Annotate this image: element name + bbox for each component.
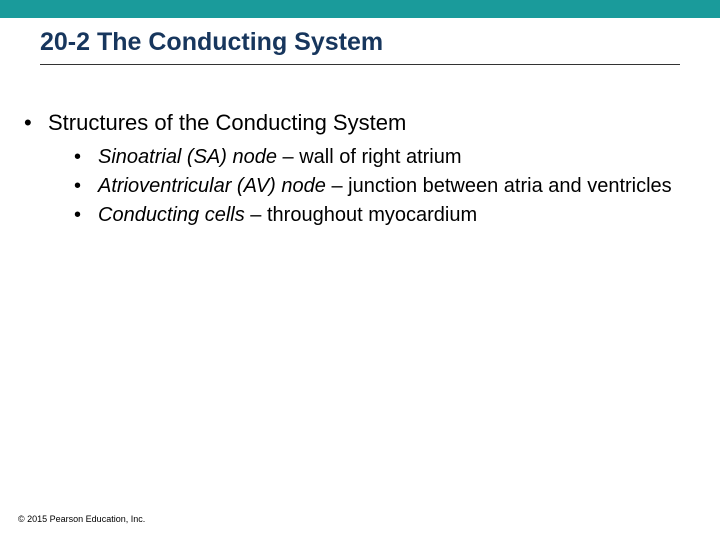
slide-title: 20-2 The Conducting System [40, 28, 383, 57]
term-text: Conducting cells [98, 204, 245, 226]
separator-text: – [277, 146, 299, 168]
term-text: Atrioventricular (AV) node [98, 175, 326, 197]
level1-text: Structures of the Conducting System [48, 110, 406, 135]
desc-text: wall of right atrium [299, 146, 461, 168]
level2-item: •Sinoatrial (SA) node – wall of right at… [30, 144, 690, 171]
content-area: •Structures of the Conducting System •Si… [30, 108, 690, 231]
separator-text: – [245, 204, 267, 226]
separator-text: – [326, 175, 348, 197]
bullet-icon: • [86, 173, 98, 200]
term-text: Sinoatrial (SA) node [98, 146, 277, 168]
level1-item: •Structures of the Conducting System [30, 108, 690, 138]
title-underline [40, 64, 680, 65]
bullet-icon: • [36, 108, 48, 138]
level2-item: •Atrioventricular (AV) node – junction b… [30, 173, 690, 200]
copyright-text: © 2015 Pearson Education, Inc. [18, 514, 145, 524]
desc-text: throughout myocardium [267, 204, 477, 226]
top-accent-bar [0, 0, 720, 18]
bullet-icon: • [86, 144, 98, 171]
bullet-icon: • [86, 202, 98, 229]
slide: 20-2 The Conducting System •Structures o… [0, 0, 720, 540]
level2-item: •Conducting cells – throughout myocardiu… [30, 202, 690, 229]
desc-text: junction between atria and ventricles [348, 175, 672, 197]
